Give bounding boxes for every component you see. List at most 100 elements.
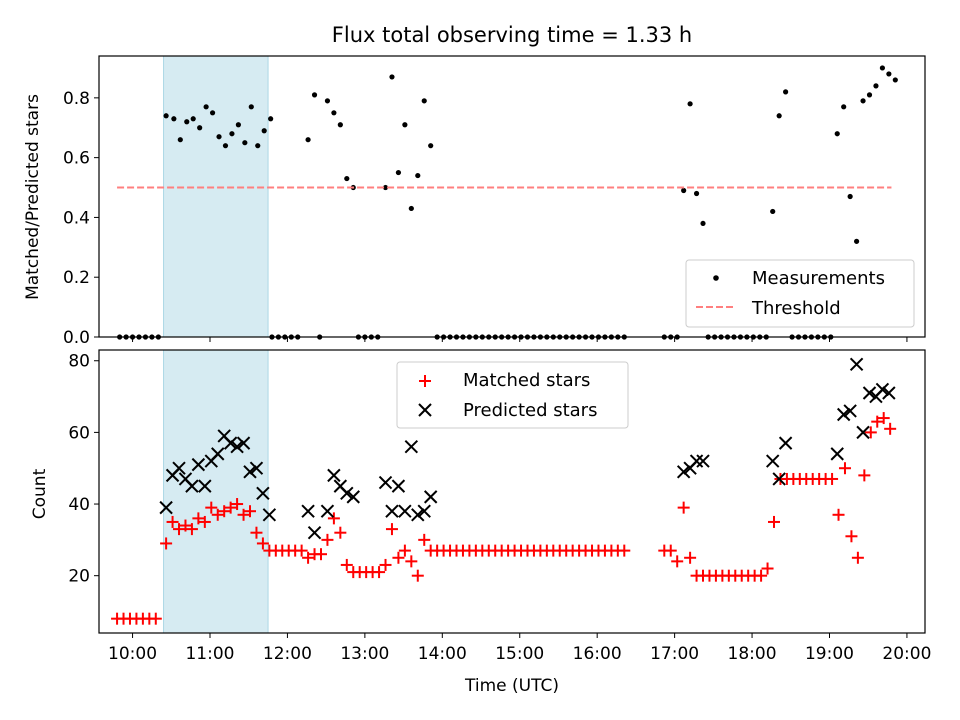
measurement-point [248, 104, 254, 110]
measurement-point [268, 116, 274, 122]
predicted-stars-point [172, 461, 186, 475]
matched-stars-point [224, 501, 237, 514]
predicted-stars-point [676, 465, 691, 479]
top-y-tick-label: 0.2 [63, 268, 90, 288]
top-y-axis-label: Matched/Predicted stars [23, 94, 43, 300]
measurement-point [770, 208, 776, 215]
matched-stars-point [250, 526, 263, 539]
measurement-point [886, 71, 892, 77]
legend-measurements-label: Measurements [752, 268, 885, 289]
predicted-stars-point [875, 382, 890, 397]
matched-stars-point [755, 569, 768, 582]
measurement-point [184, 119, 190, 125]
x-tick-label: 15:00 [495, 644, 544, 664]
measurement-point [163, 113, 169, 119]
measurement-point [687, 101, 693, 107]
top-panel: 0.00.20.40.60.8 Matched/Predicted stars … [23, 55, 926, 348]
measurement-point [203, 104, 209, 110]
matched-stars-point [321, 533, 334, 546]
matched-stars-point [877, 412, 890, 425]
measurement-point [693, 190, 700, 197]
matched-stars-point [677, 501, 690, 514]
matched-stars-point [166, 515, 179, 528]
bottom-y-tick-label: 40 [68, 495, 90, 515]
x-tick-label: 16:00 [573, 644, 622, 664]
bottom-legend: Matched stars Predicted stars [396, 361, 629, 429]
matched-stars-point [340, 558, 353, 571]
measurement-point [415, 172, 421, 179]
measurement-point [305, 137, 311, 143]
predicted-stars-point [778, 436, 793, 450]
predicted-stars-point [327, 468, 341, 483]
measurement-point [892, 77, 898, 83]
matched-stars-point [398, 544, 411, 557]
bottom-highlight-span [163, 349, 269, 634]
predicted-stars-point [262, 508, 277, 522]
predicted-stars-point [378, 475, 393, 490]
measurement-point [331, 110, 337, 116]
measurement-point [209, 110, 216, 116]
matched-stars-point [871, 415, 884, 428]
measurement-point [776, 113, 782, 119]
matched-stars-point [211, 508, 224, 521]
matched-stars-point [373, 566, 386, 579]
matched-stars-point [244, 505, 257, 518]
predicted-stars-point [223, 436, 238, 450]
measurement-point [408, 205, 414, 212]
predicted-stars-point [320, 504, 335, 518]
matched-stars-point [884, 422, 897, 435]
x-axis-label: Time (UTC) [464, 676, 559, 696]
measurement-point [261, 128, 267, 134]
measurement-point [190, 116, 196, 122]
matched-stars-point [185, 523, 198, 536]
matched-stars-point [418, 533, 431, 546]
legend-measurements-marker [713, 275, 719, 281]
measurement-point [395, 169, 402, 176]
bottom-y-tick-label: 60 [68, 423, 90, 443]
measurement-point [402, 122, 408, 128]
matched-stars-point [671, 555, 684, 568]
matched-stars-point [205, 501, 218, 514]
matched-stars-point [231, 498, 244, 511]
matched-stars-point [684, 551, 697, 564]
predicted-stars-point [185, 479, 199, 493]
x-tick-label: 18:00 [728, 644, 777, 664]
predicted-stars-point [391, 479, 406, 493]
predicted-stars-point [340, 486, 354, 500]
predicted-stars-point [862, 386, 877, 400]
predicted-stars-point [249, 461, 264, 475]
matched-stars-point [864, 426, 877, 439]
predicted-stars-point [385, 504, 399, 518]
predicted-stars-point [772, 472, 786, 486]
predicted-stars-point [256, 486, 270, 500]
predicted-stars-point [411, 508, 425, 522]
chart-title: Flux total observing time = 1.33 h [332, 23, 692, 47]
measurement-point [421, 98, 427, 104]
bottom-y-axis-label: Count [30, 468, 50, 519]
x-tick-label: 20:00 [882, 644, 931, 664]
matched-stars-point [237, 508, 250, 521]
matched-stars-point [618, 544, 631, 557]
measurement-point [873, 83, 879, 89]
matched-stars-point [295, 544, 308, 557]
matched-stars-point [411, 569, 424, 582]
measurement-point [171, 116, 177, 122]
matched-stars-point [838, 462, 851, 475]
predicted-stars-point [696, 454, 710, 468]
bottom-y-tick-label: 20 [68, 567, 90, 587]
predicted-stars-point [398, 504, 412, 518]
x-tick-label: 14:00 [418, 644, 467, 664]
top-legend: Measurements Threshold [685, 259, 915, 328]
predicted-stars-point [230, 440, 244, 454]
matched-stars-point [327, 512, 340, 525]
predicted-stars-point [830, 447, 844, 461]
matched-stars-point [173, 523, 186, 536]
matched-stars-point [379, 558, 392, 571]
predicted-stars-point [417, 504, 431, 518]
predicted-stars-point [849, 357, 864, 372]
predicted-stars-point [307, 525, 322, 540]
matched-stars-point [664, 544, 677, 557]
x-tick-label: 10:00 [108, 644, 157, 664]
predicted-stars-point [301, 504, 315, 518]
